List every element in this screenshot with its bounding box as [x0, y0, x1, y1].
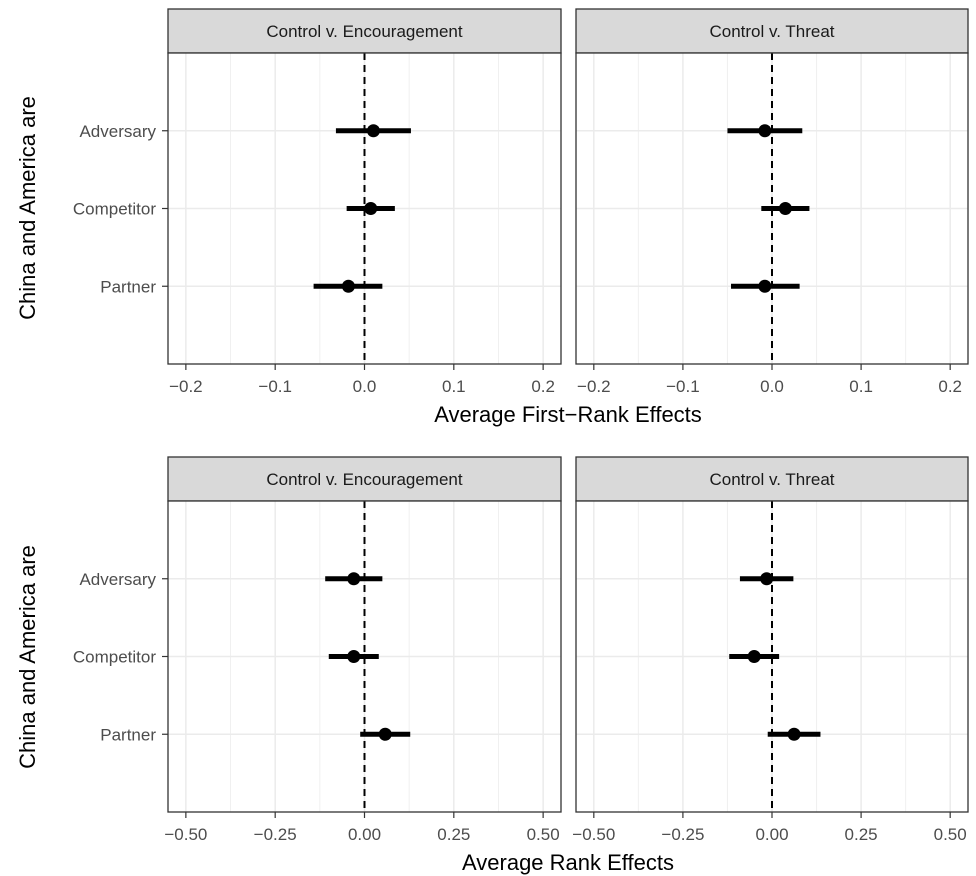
panel-0-0: Control v. Encouragement −0.2 −0.1 0.0 0.1 0.…	[167, 8, 562, 396]
panel-0-1: Control v. Threat −0.2 −0.1 0.0 0.1 0.2	[575, 8, 969, 396]
x-tick-label: 0.25	[845, 825, 878, 844]
point-estimate-competitor	[347, 650, 361, 663]
x-tick-label: −0.50	[572, 825, 615, 844]
x-tick-label: −0.50	[164, 825, 207, 844]
chart-row-0: China and America are Partner Competitor Ad…	[15, 8, 969, 427]
point-estimate-adversary	[366, 124, 380, 138]
point-estimate-competitor	[778, 202, 792, 215]
y-tick-label-partner: Partner	[100, 725, 156, 744]
strip-header	[575, 8, 969, 54]
x-tick-label: 0.2	[938, 377, 962, 396]
panel-1-0: Control v. Encouragement −0.50 −0.25 0.00 0.…	[164, 456, 562, 844]
x-tick-label: 0.50	[527, 825, 560, 844]
y-axis-title: China and America are	[15, 96, 40, 320]
chart-row-1: China and America are Partner Competitor Ad…	[15, 456, 969, 875]
panel-title: Control v. Encouragement	[266, 22, 463, 41]
strip-header	[167, 8, 562, 54]
strip-header	[575, 456, 969, 502]
point-estimate-partner	[787, 727, 801, 741]
x-tick-label: −0.1	[258, 377, 292, 396]
x-tick-label: 0.1	[849, 377, 873, 396]
x-tick-label: −0.25	[254, 825, 297, 844]
x-tick-label: −0.2	[169, 377, 203, 396]
x-tick-label: 0.00	[348, 825, 381, 844]
x-tick-label: 0.0	[760, 377, 784, 396]
point-estimate-partner	[378, 727, 392, 741]
point-estimate-competitor	[747, 650, 761, 663]
y-tick-label-competitor: Competitor	[73, 200, 156, 219]
panel-title: Control v. Threat	[709, 22, 834, 41]
y-tick-label-adversary: Adversary	[79, 570, 156, 589]
point-estimate-adversary	[760, 572, 774, 586]
panel-1-1: Control v. Threat −0.50 −0.25 0.00 0.25 0.50	[572, 456, 969, 844]
y-tick-label-competitor: Competitor	[73, 648, 156, 667]
x-tick-label: −0.2	[577, 377, 611, 396]
x-tick-label: 0.00	[755, 825, 788, 844]
x-tick-label: −0.25	[661, 825, 704, 844]
point-estimate-adversary	[347, 572, 361, 586]
x-tick-label: 0.50	[934, 825, 967, 844]
x-tick-label: 0.25	[437, 825, 470, 844]
x-axis-title: Average First−Rank Effects	[434, 402, 702, 427]
x-tick-label: 0.1	[442, 377, 466, 396]
x-tick-label: 0.2	[531, 377, 555, 396]
y-tick-label-partner: Partner	[100, 277, 156, 296]
x-tick-label: 0.0	[353, 377, 377, 396]
point-estimate-partner	[341, 279, 355, 293]
panel-title: Control v. Encouragement	[266, 470, 463, 489]
x-tick-label: −0.1	[666, 377, 700, 396]
y-tick-label-adversary: Adversary	[79, 122, 156, 141]
point-estimate-partner	[758, 279, 772, 293]
y-axis-title: China and America are	[15, 545, 40, 769]
point-estimate-competitor	[364, 202, 378, 215]
point-estimate-adversary	[758, 124, 772, 138]
panel-title: Control v. Threat	[709, 470, 834, 489]
x-axis-title: Average Rank Effects	[462, 850, 674, 875]
